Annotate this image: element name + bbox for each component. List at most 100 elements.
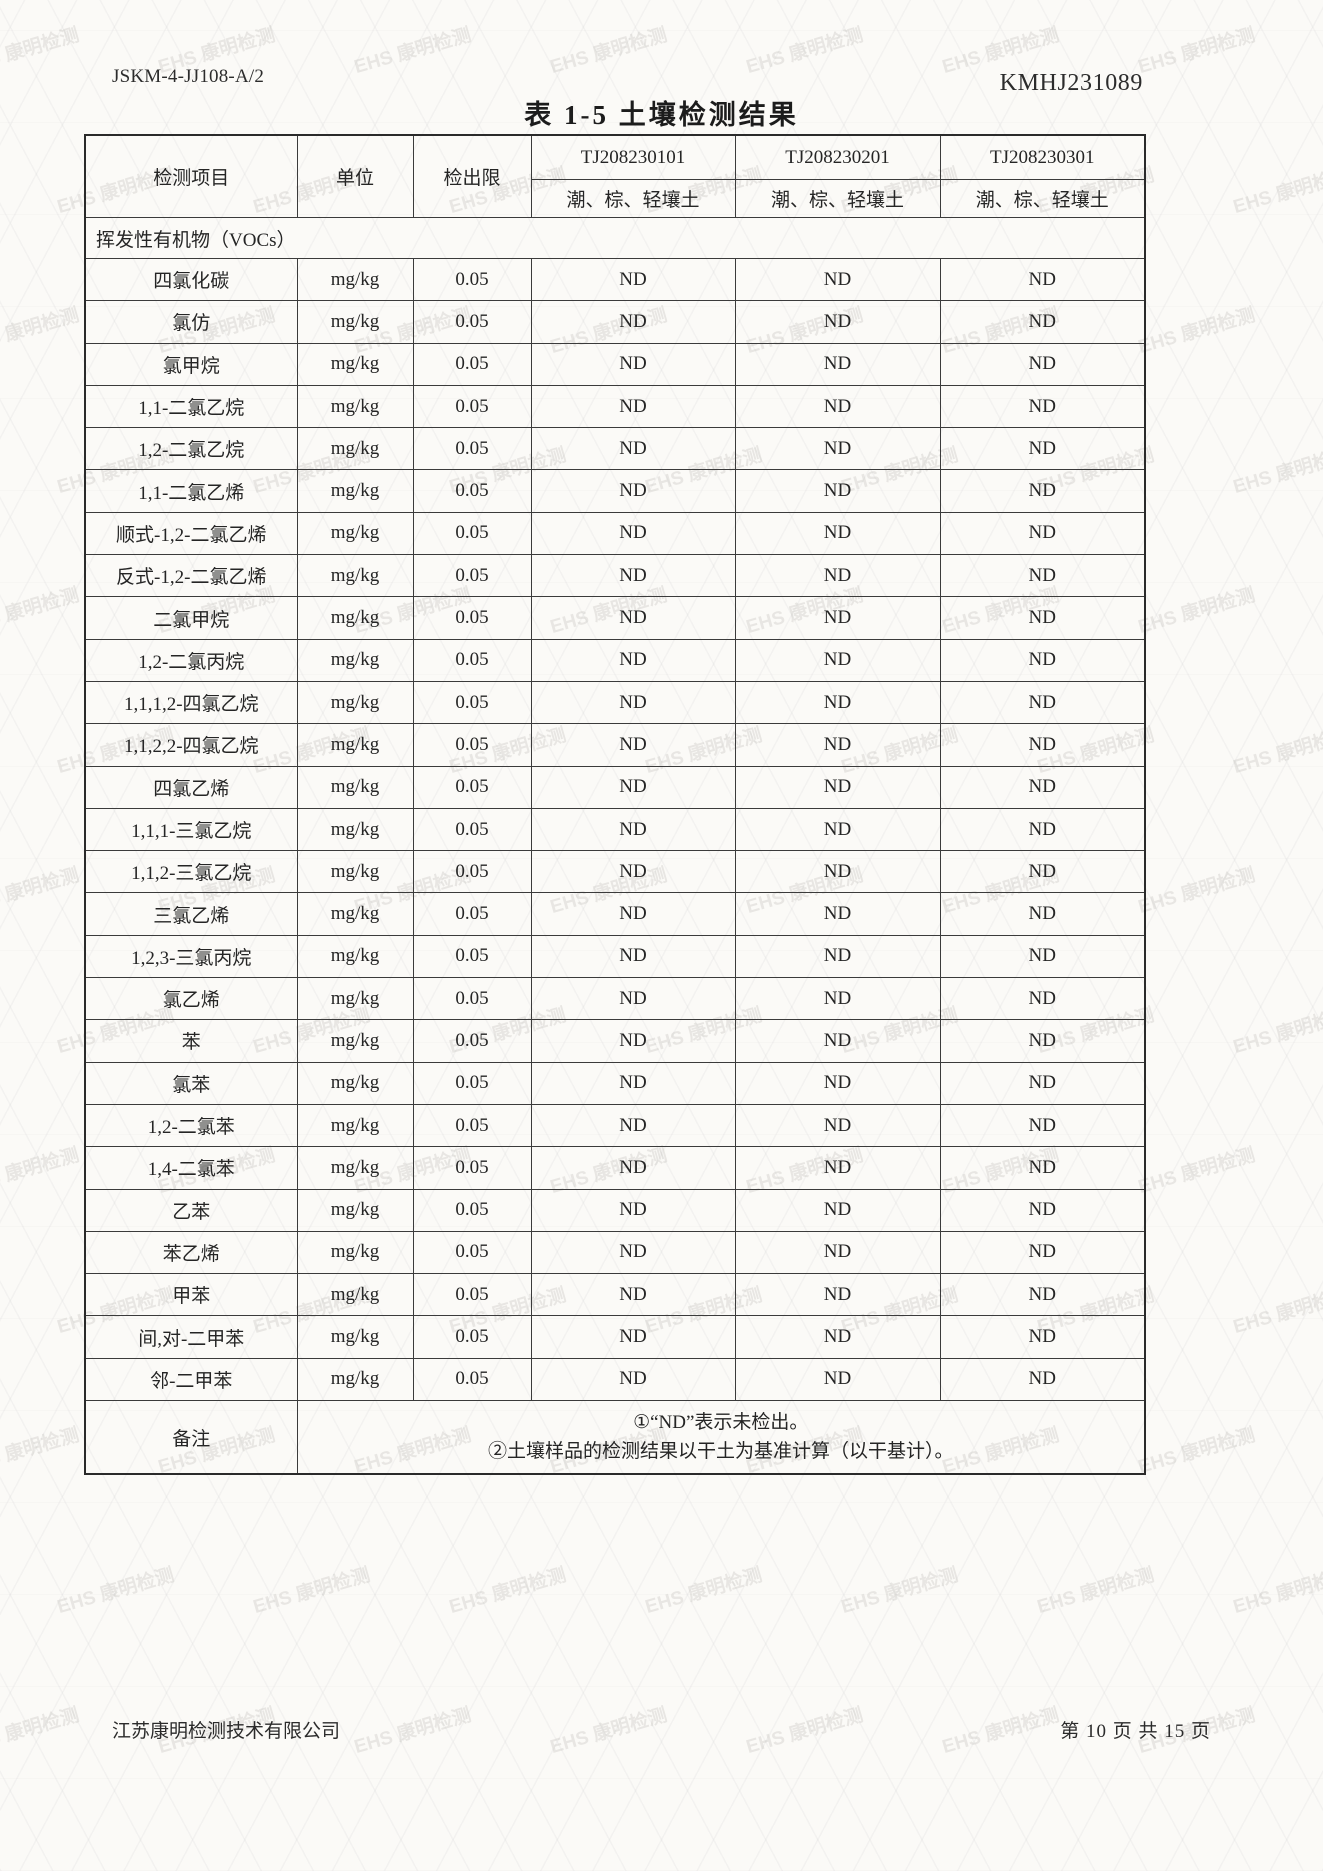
analyte-name: 氯苯 (84, 1061, 298, 1105)
detection-limit-value: 0.05 (412, 680, 532, 725)
analyte-unit: mg/kg (296, 723, 414, 767)
result-sample-2: ND (734, 977, 941, 1021)
result-sample-2: ND (734, 384, 941, 429)
analyte-unit: mg/kg (296, 1230, 414, 1275)
table-body: 检测项目 单位 检出限 TJ208230101 TJ208230201 TJ2082303… (84, 134, 1146, 1475)
result-sample-3: ND (939, 638, 1146, 682)
analyte-unit: mg/kg (296, 934, 414, 979)
analyte-unit: mg/kg (296, 807, 414, 852)
result-sample-3: ND (939, 1230, 1146, 1275)
result-sample-1: ND (530, 384, 736, 429)
analyte-name: 顺式-1,2-二氯乙烯 (84, 511, 298, 556)
result-sample-3: ND (939, 1188, 1146, 1232)
column-header-sample-2: TJ208230201 (734, 134, 941, 180)
analyte-name: 三氯乙烯 (84, 892, 298, 936)
result-sample-3: ND (939, 1019, 1146, 1063)
result-sample-2: ND (734, 511, 941, 556)
analyte-name: 氯乙烯 (84, 977, 298, 1021)
result-sample-2: ND (734, 1188, 941, 1232)
detection-limit-value: 0.05 (412, 342, 532, 386)
footer-page-number: 第 10 页 共 15 页 (1060, 1721, 1211, 1742)
detection-limit-value: 0.05 (412, 1315, 532, 1359)
detection-limit-value: 0.05 (412, 384, 532, 429)
analyte-name: 苯 (84, 1019, 298, 1063)
result-sample-1: ND (530, 342, 736, 386)
result-sample-1: ND (530, 807, 736, 852)
analyte-name: 间,对-二甲苯 (84, 1315, 298, 1359)
column-header-sample-1: TJ208230101 (530, 134, 736, 180)
result-sample-2: ND (734, 1103, 941, 1148)
analyte-name: 邻-二甲苯 (84, 1357, 298, 1402)
analyte-unit: mg/kg (296, 257, 414, 302)
table-row: 1,2,3-三氯丙烷 mg/kg 0.05 ND ND ND (84, 934, 1146, 979)
result-sample-3: ND (939, 850, 1146, 894)
result-sample-1: ND (530, 1230, 736, 1275)
result-sample-2: ND (734, 1061, 941, 1105)
result-sample-1: ND (530, 1061, 736, 1105)
table-title: 表 1-5 土壤检测结果 (524, 100, 799, 130)
detection-limit-value: 0.05 (412, 765, 532, 809)
table-row: 顺式-1,2-二氯乙烯 mg/kg 0.05 ND ND ND (84, 511, 1146, 556)
analyte-name: 二氯甲烷 (84, 596, 298, 640)
result-sample-2: ND (734, 850, 941, 894)
analyte-name: 苯乙烯 (84, 1230, 298, 1275)
result-sample-3: ND (939, 892, 1146, 936)
analyte-name: 1,1,2,2-四氯乙烷 (84, 723, 298, 767)
table-row: 氯苯 mg/kg 0.05 ND ND ND (84, 1061, 1146, 1105)
result-sample-3: ND (939, 554, 1146, 598)
result-sample-3: ND (939, 977, 1146, 1021)
analyte-name: 1,1-二氯乙烯 (84, 469, 298, 513)
detection-limit-value: 0.05 (412, 554, 532, 598)
result-sample-3: ND (939, 511, 1146, 556)
analyte-unit: mg/kg (296, 300, 414, 344)
result-sample-1: ND (530, 554, 736, 598)
detection-limit-value: 0.05 (412, 1188, 532, 1232)
table-row: 乙苯 mg/kg 0.05 ND ND ND (84, 1188, 1146, 1232)
section-header-row: 挥发性有机物（VOCs） (84, 217, 1146, 259)
result-sample-1: ND (530, 596, 736, 640)
table-row: 1,2-二氯苯 mg/kg 0.05 ND ND ND (84, 1103, 1146, 1148)
detection-limit-value: 0.05 (412, 427, 532, 471)
document-code: JSKM-4-JJ108-A/2 (112, 66, 265, 87)
result-sample-2: ND (734, 892, 941, 936)
result-sample-3: ND (939, 1146, 1146, 1190)
sample-soil-type-3: 潮、棕、轻壤土 (939, 179, 1146, 218)
column-header-sample-3: TJ208230301 (939, 134, 1146, 180)
table-row: 三氯乙烯 mg/kg 0.05 ND ND ND (84, 892, 1146, 936)
detection-limit-value: 0.05 (412, 1273, 532, 1317)
result-sample-2: ND (734, 1273, 941, 1317)
detection-limit-value: 0.05 (412, 257, 532, 302)
remark-line-2: ②土壤样品的检测结果以干土为基准计算（以干基计）。 (487, 1441, 954, 1463)
analyte-name: 乙苯 (84, 1188, 298, 1232)
result-sample-1: ND (530, 511, 736, 556)
detection-limit-value: 0.05 (412, 596, 532, 640)
report-number: KMHJ231089 (999, 70, 1143, 96)
analyte-name: 1,2-二氯乙烷 (84, 427, 298, 471)
table-row: 间,对-二甲苯 mg/kg 0.05 ND ND ND (84, 1315, 1146, 1359)
detection-limit-value: 0.05 (412, 469, 532, 513)
analyte-name: 1,4-二氯苯 (84, 1146, 298, 1190)
result-sample-2: ND (734, 723, 941, 767)
result-sample-3: ND (939, 384, 1146, 429)
analyte-name: 1,1,1-三氯乙烷 (84, 807, 298, 852)
result-sample-2: ND (734, 469, 941, 513)
result-sample-1: ND (530, 300, 736, 344)
detection-limit-value: 0.05 (412, 850, 532, 894)
result-sample-2: ND (734, 300, 941, 344)
analyte-name: 1,2-二氯苯 (84, 1103, 298, 1148)
sample-soil-type-2: 潮、棕、轻壤土 (734, 179, 941, 218)
detection-limit-value: 0.05 (412, 1103, 532, 1148)
analyte-name: 四氯化碳 (84, 257, 298, 302)
section-header-label: 挥发性有机物（VOCs） (84, 217, 1146, 259)
analyte-name: 氯仿 (84, 300, 298, 344)
analyte-name: 1,2-二氯丙烷 (84, 638, 298, 682)
result-sample-2: ND (734, 342, 941, 386)
column-header-unit: 单位 (296, 134, 414, 218)
footer-company: 江苏康明检测技术有限公司 (112, 1721, 341, 1742)
result-sample-1: ND (530, 469, 736, 513)
table-row: 氯乙烯 mg/kg 0.05 ND ND ND (84, 977, 1146, 1021)
result-sample-2: ND (734, 680, 941, 725)
analyte-unit: mg/kg (296, 850, 414, 894)
remark-label: 备注 (84, 1400, 298, 1475)
result-sample-3: ND (939, 342, 1146, 386)
